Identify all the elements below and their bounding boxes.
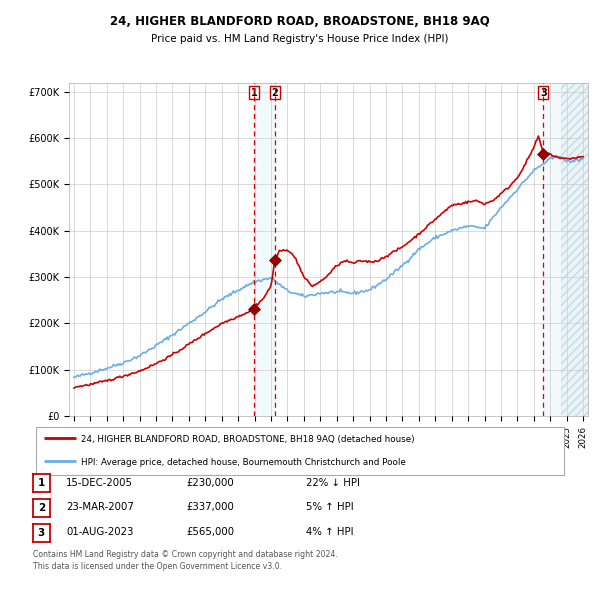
- Bar: [544, 83, 588, 416]
- Text: 3: 3: [540, 87, 547, 97]
- Text: £337,000: £337,000: [186, 503, 234, 512]
- Bar: [254, 83, 275, 416]
- Bar: [561, 83, 588, 416]
- Text: 5% ↑ HPI: 5% ↑ HPI: [306, 503, 354, 512]
- Text: £565,000: £565,000: [186, 527, 234, 537]
- Text: 22% ↓ HPI: 22% ↓ HPI: [306, 478, 360, 487]
- Text: 24, HIGHER BLANDFORD ROAD, BROADSTONE, BH18 9AQ (detached house): 24, HIGHER BLANDFORD ROAD, BROADSTONE, B…: [81, 435, 415, 444]
- Text: Contains HM Land Registry data © Crown copyright and database right 2024.: Contains HM Land Registry data © Crown c…: [33, 550, 338, 559]
- Text: 01-AUG-2023: 01-AUG-2023: [66, 527, 133, 537]
- Text: 23-MAR-2007: 23-MAR-2007: [66, 503, 134, 512]
- Text: This data is licensed under the Open Government Licence v3.0.: This data is licensed under the Open Gov…: [33, 562, 282, 571]
- Text: 24, HIGHER BLANDFORD ROAD, BROADSTONE, BH18 9AQ: 24, HIGHER BLANDFORD ROAD, BROADSTONE, B…: [110, 15, 490, 28]
- Text: HPI: Average price, detached house, Bournemouth Christchurch and Poole: HPI: Average price, detached house, Bour…: [81, 458, 406, 467]
- Text: £230,000: £230,000: [186, 478, 234, 487]
- Text: Price paid vs. HM Land Registry's House Price Index (HPI): Price paid vs. HM Land Registry's House …: [151, 34, 449, 44]
- Text: 4% ↑ HPI: 4% ↑ HPI: [306, 527, 353, 537]
- Text: 2: 2: [38, 503, 45, 513]
- Text: 2: 2: [271, 87, 278, 97]
- Text: 15-DEC-2005: 15-DEC-2005: [66, 478, 133, 487]
- Text: 1: 1: [251, 87, 257, 97]
- Text: 1: 1: [38, 478, 45, 488]
- Text: 3: 3: [38, 528, 45, 537]
- Bar: [561, 83, 588, 416]
